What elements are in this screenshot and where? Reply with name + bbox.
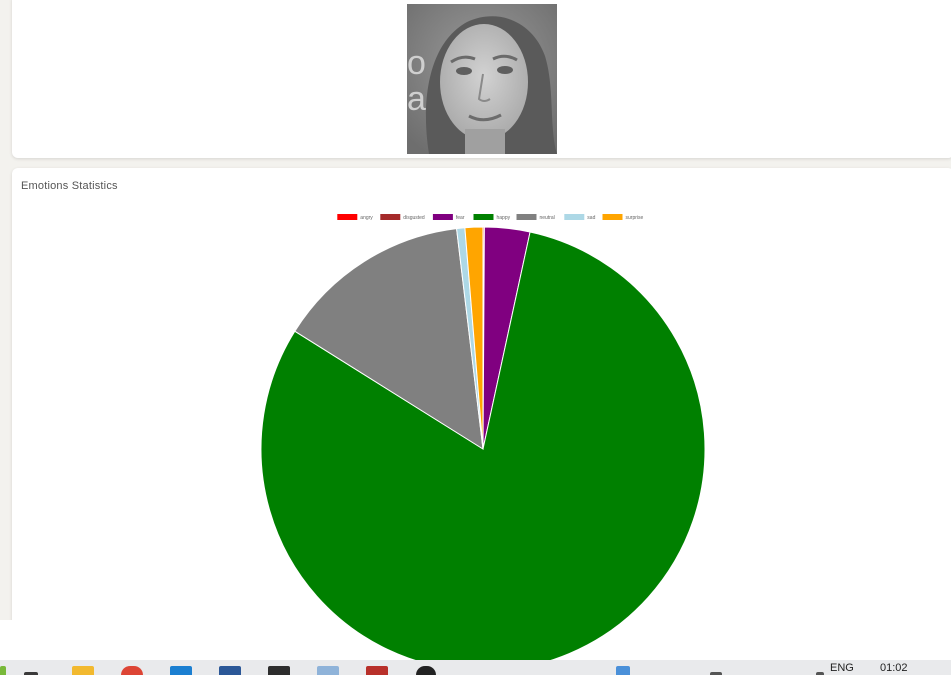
svg-text:a: a	[407, 80, 426, 118]
word-icon[interactable]	[219, 666, 241, 675]
stats-title: Emotions Statistics	[21, 180, 118, 192]
app-icon[interactable]	[616, 666, 630, 675]
clock-time[interactable]: 01:02	[880, 662, 908, 674]
svg-text:o: o	[407, 44, 426, 82]
gmail-icon[interactable]	[366, 666, 388, 675]
file-explorer-icon[interactable]	[72, 666, 94, 675]
legend-swatch-surprise[interactable]	[602, 214, 623, 220]
legend-label-disgusted[interactable]: disgusted	[403, 215, 425, 221]
terminal-icon[interactable]	[268, 666, 290, 675]
legend-label-happy[interactable]: happy	[497, 215, 511, 221]
pie-slice-neutral[interactable]	[294, 228, 484, 450]
legend-label-sad[interactable]: sad	[587, 215, 595, 221]
face-photo: o a	[407, 4, 557, 154]
vscode-icon[interactable]	[170, 666, 192, 675]
legend-label-angry[interactable]: angry	[360, 215, 373, 221]
legend-swatch-neutral[interactable]	[516, 214, 537, 220]
chrome-icon[interactable]	[121, 666, 143, 675]
legend-label-fear[interactable]: fear	[456, 215, 465, 221]
volume-icon[interactable]	[816, 672, 824, 675]
obs-icon[interactable]	[416, 666, 436, 675]
legend-swatch-happy[interactable]	[473, 214, 494, 220]
pie-slice-happy[interactable]	[260, 231, 706, 672]
emotions-statistics-card: Emotions Statistics angry disgusted fear ha…	[12, 168, 951, 675]
network-icon[interactable]	[710, 672, 722, 675]
legend-swatch-sad[interactable]	[564, 214, 585, 220]
left-page-edge	[0, 620, 12, 660]
legend-label-surprise[interactable]: surprise	[626, 215, 644, 221]
legend-swatch-fear[interactable]	[432, 214, 453, 220]
legend-swatch-disgusted[interactable]	[380, 214, 401, 220]
taskbar: ENG 01:02	[0, 660, 951, 675]
pie-slice-surprise[interactable]	[464, 226, 484, 450]
emotions-pie-chart: angry disgusted fear happy neutral sad surpris…	[260, 214, 706, 672]
language-indicator[interactable]: ENG	[830, 662, 854, 674]
start-icon[interactable]	[0, 666, 6, 675]
task-view-icon[interactable]	[24, 672, 38, 675]
legend-swatch-angry[interactable]	[337, 214, 358, 220]
notepad-icon[interactable]	[317, 666, 339, 675]
legend-label-neutral[interactable]: neutral	[540, 215, 555, 221]
image-card: o a	[12, 0, 951, 158]
